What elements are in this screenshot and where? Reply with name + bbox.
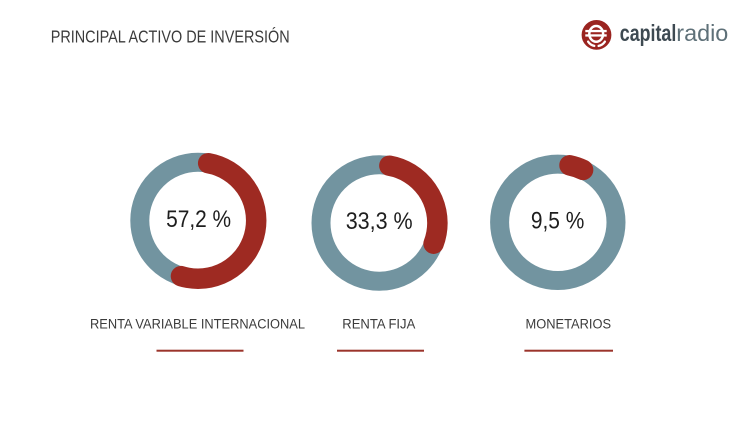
svg-text:33,3 %: 33,3 % xyxy=(346,208,413,235)
svg-text:MONETARIOS: MONETARIOS xyxy=(526,317,612,332)
svg-text:9,5 %: 9,5 % xyxy=(531,208,585,235)
svg-text:57,2 %: 57,2 % xyxy=(166,206,231,233)
svg-text:RENTA VARIABLE INTERNACIONAL: RENTA VARIABLE INTERNACIONAL xyxy=(90,317,305,332)
svg-text:capital: capital xyxy=(620,20,677,46)
svg-text:radio: radio xyxy=(676,20,728,46)
svg-text:PRINCIPAL ACTIVO DE INVERSIÓN: PRINCIPAL ACTIVO DE INVERSIÓN xyxy=(51,26,290,47)
svg-text:RENTA FIJA: RENTA FIJA xyxy=(342,317,415,332)
